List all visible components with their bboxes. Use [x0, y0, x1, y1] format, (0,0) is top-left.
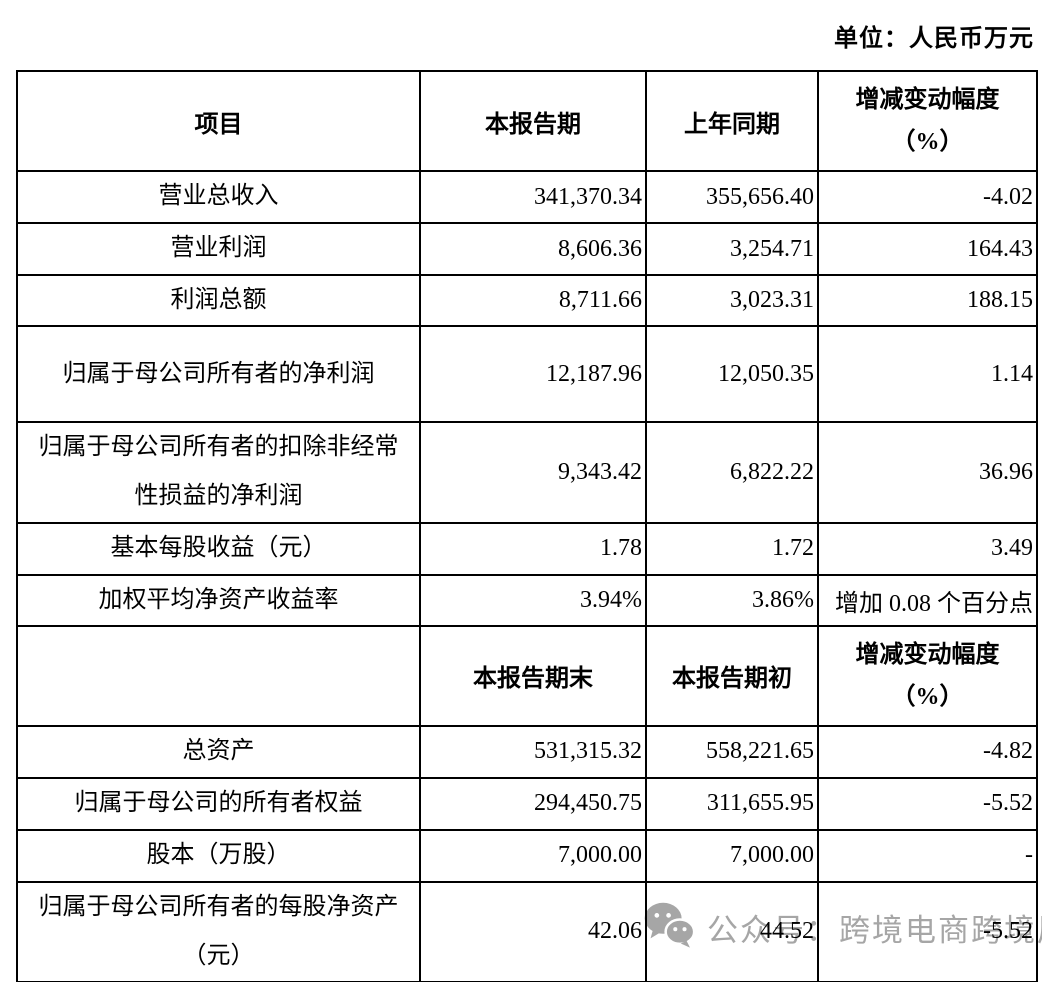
- header-period-end: 本报告期末: [419, 624, 647, 727]
- prior-value: 6,822.22: [645, 421, 819, 524]
- header-period-start: 本报告期初: [645, 624, 819, 727]
- prior-value: 12,050.35: [645, 325, 819, 424]
- prior-value: 3.86%: [645, 573, 819, 627]
- prior-value: 558,221.65: [645, 724, 819, 779]
- header-change-percent: 增减变动幅度 （%）: [817, 70, 1038, 172]
- item-label: 股本（万股）: [16, 828, 421, 883]
- change-value: 增加 0.08 个百分点: [817, 573, 1038, 627]
- table-header-row-2: 本报告期末 本报告期初 增减变动幅度 （%）: [16, 624, 1038, 727]
- table-row: 归属于母公司所有者的净利润 12,187.96 12,050.35 1.14: [16, 325, 1038, 424]
- item-label: 营业利润: [16, 222, 421, 276]
- current-value: 1.78: [419, 521, 647, 576]
- table-row: 总资产 531,315.32 558,221.65 -4.82: [16, 724, 1038, 779]
- table-row: 股本（万股） 7,000.00 7,000.00 -: [16, 828, 1038, 883]
- change-value: 3.49: [817, 521, 1038, 576]
- change-value: 164.43: [817, 222, 1038, 276]
- change-value: 36.96: [817, 421, 1038, 524]
- current-value: 341,370.34: [419, 170, 647, 224]
- table-row: 营业利润 8,606.36 3,254.71 164.43: [16, 222, 1038, 276]
- current-value: 8,606.36: [419, 222, 647, 276]
- table-row: 利润总额 8,711.66 3,023.31 188.15: [16, 273, 1038, 328]
- change-value: 188.15: [817, 273, 1038, 328]
- change-value: -5.52: [817, 776, 1038, 831]
- item-label: 加权平均净资产收益率: [16, 573, 421, 627]
- current-value: 9,343.42: [419, 421, 647, 524]
- current-value: 3.94%: [419, 573, 647, 627]
- item-label: 归属于母公司的所有者权益: [16, 776, 421, 831]
- change-value: -4.82: [817, 724, 1038, 779]
- item-label: 利润总额: [16, 273, 421, 328]
- financial-summary-table: 项目 本报告期 上年同期 增减变动幅度 （%） 营业总收入 341,370.34…: [16, 70, 1038, 982]
- change-value: -: [817, 828, 1038, 883]
- prior-value: 355,656.40: [645, 170, 819, 224]
- table-row: 基本每股收益（元） 1.78 1.72 3.49: [16, 521, 1038, 576]
- prior-value: 44.52: [645, 880, 819, 982]
- change-value: 1.14: [817, 325, 1038, 424]
- current-value: 12,187.96: [419, 325, 647, 424]
- header-item-blank: [16, 624, 421, 727]
- change-value: -5.52: [817, 880, 1038, 982]
- table-row: 营业总收入 341,370.34 355,656.40 -4.02: [16, 170, 1038, 224]
- table-header-row-1: 项目 本报告期 上年同期 增减变动幅度 （%）: [16, 70, 1038, 172]
- prior-value: 3,254.71: [645, 222, 819, 276]
- prior-value: 7,000.00: [645, 828, 819, 883]
- item-label: 归属于母公司所有者的每股净资产（元）: [16, 880, 421, 982]
- table-row: 归属于母公司的所有者权益 294,450.75 311,655.95 -5.52: [16, 776, 1038, 831]
- header-item: 项目: [16, 70, 421, 172]
- header-change-percent: 增减变动幅度 （%）: [817, 624, 1038, 727]
- item-label: 总资产: [16, 724, 421, 779]
- prior-value: 311,655.95: [645, 776, 819, 831]
- unit-label: 单位：人民币万元: [834, 26, 1034, 52]
- current-value: 42.06: [419, 880, 647, 982]
- item-label: 基本每股收益（元）: [16, 521, 421, 576]
- current-value: 7,000.00: [419, 828, 647, 883]
- prior-value: 3,023.31: [645, 273, 819, 328]
- table-row: 加权平均净资产收益率 3.94% 3.86% 增加 0.08 个百分点: [16, 573, 1038, 627]
- current-value: 294,450.75: [419, 776, 647, 831]
- current-value: 531,315.32: [419, 724, 647, 779]
- header-current-period: 本报告期: [419, 70, 647, 172]
- item-label: 营业总收入: [16, 170, 421, 224]
- table-row: 归属于母公司所有者的每股净资产（元） 42.06 44.52 -5.52: [16, 880, 1038, 982]
- change-value: -4.02: [817, 170, 1038, 224]
- prior-value: 1.72: [645, 521, 819, 576]
- item-label: 归属于母公司所有者的扣除非经常性损益的净利润: [16, 421, 421, 524]
- table-row: 归属于母公司所有者的扣除非经常性损益的净利润 9,343.42 6,822.22…: [16, 421, 1038, 524]
- header-prior-period: 上年同期: [645, 70, 819, 172]
- item-label: 归属于母公司所有者的净利润: [16, 325, 421, 424]
- current-value: 8,711.66: [419, 273, 647, 328]
